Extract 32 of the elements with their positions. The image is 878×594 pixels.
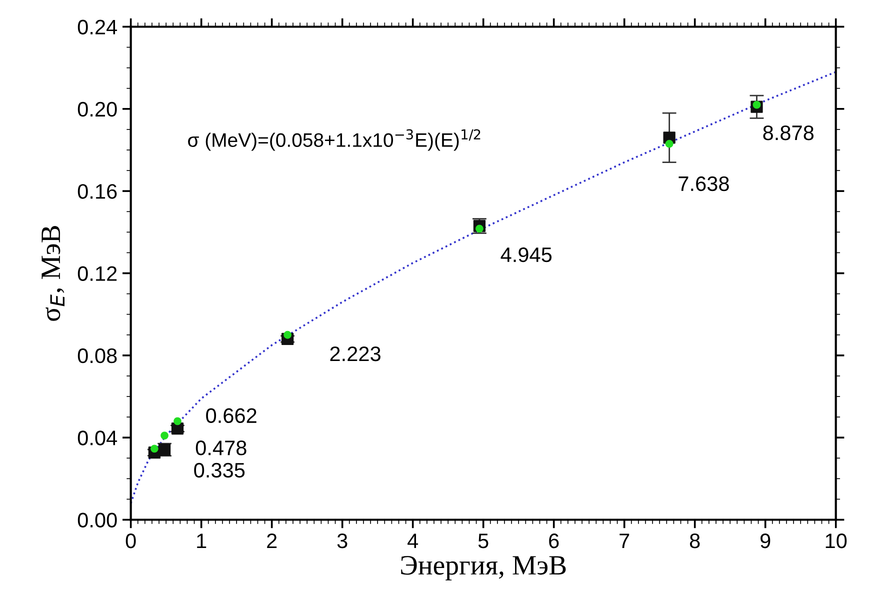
x-axis-title: Энергия, МэВ xyxy=(401,556,566,580)
annotation: σ (MeV)=(0.058+1.1x10$^{−3}$E)(E)$^{1/2}$ xyxy=(188,129,480,151)
x-tick-label: 6 xyxy=(549,533,559,548)
point xyxy=(160,432,168,440)
x-tick-label: 9 xyxy=(760,533,770,548)
y-tick-label: 0.20 xyxy=(78,102,117,117)
x-tick-label: 7 xyxy=(620,534,630,548)
annotation: 0.335 xyxy=(194,462,245,478)
point xyxy=(174,417,182,426)
x-tick-label: 5 xyxy=(478,534,488,548)
x-tick-label: 10 xyxy=(826,533,847,548)
point xyxy=(171,422,184,435)
y-tick-label: 0.16 xyxy=(78,184,117,199)
annotation: 2.223 xyxy=(330,346,380,362)
annotation: 0.478 xyxy=(196,440,246,456)
x-tick-label: 2 xyxy=(267,533,277,548)
x-tick-label: 4 xyxy=(408,534,418,548)
annotation: 7.638 xyxy=(678,176,729,192)
annotation: 4.945 xyxy=(500,247,552,262)
x-tick-label: 1 xyxy=(197,534,206,548)
annotation: 8.878 xyxy=(763,125,814,140)
y-axis-title: σ$_{E}$, МэВ xyxy=(42,226,64,321)
y-tick-label: 0.08 xyxy=(78,348,117,364)
point xyxy=(665,140,674,148)
y-tick-label: 0.24 xyxy=(78,20,118,34)
y-tick-label: 0.00 xyxy=(78,512,117,528)
x-tick-label: 0 xyxy=(126,533,136,548)
annotation: 0.662 xyxy=(206,408,256,424)
x-tick-label: 3 xyxy=(337,533,348,548)
y-tick-label: 0.12 xyxy=(78,266,117,281)
x-tick-label: 8 xyxy=(690,533,700,548)
y-tick-label: 0.04 xyxy=(78,430,118,446)
